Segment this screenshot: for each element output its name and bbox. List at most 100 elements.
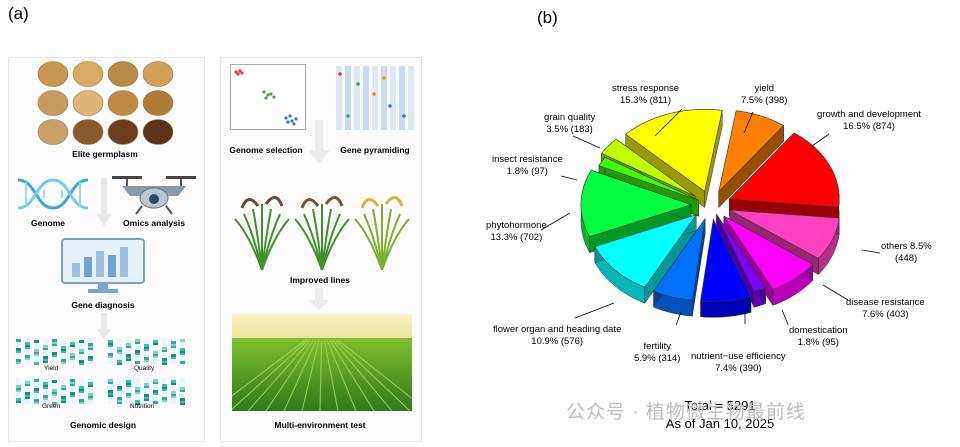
pie-label-insect-resistance: insect resistance 1.8% (97) xyxy=(492,154,563,177)
chromosome-band xyxy=(43,360,48,363)
seed-sample xyxy=(72,90,104,116)
seed-sample xyxy=(72,119,104,145)
scatter-point xyxy=(264,96,268,100)
pie-label-nutrient-use-efficiency: nutrient−use efficiency 7.4% (390) xyxy=(691,351,786,374)
chromosome-band xyxy=(70,381,75,384)
chromosome-band xyxy=(88,393,93,396)
chromosome-band xyxy=(43,382,48,385)
gene-track xyxy=(354,66,360,130)
scatter-point xyxy=(272,95,276,99)
scatter-point xyxy=(262,90,266,94)
chromosome-band xyxy=(171,391,176,394)
chromosome-band xyxy=(144,344,149,347)
pie-slice-top xyxy=(729,209,840,259)
pie-data-date: As of Jan 10, 2025 xyxy=(665,416,775,431)
chromosome-band xyxy=(16,339,21,342)
chromosome-band xyxy=(180,361,185,364)
pie-slice-top xyxy=(718,110,785,193)
chromosome-band xyxy=(108,392,113,395)
chromosome-band xyxy=(52,352,57,355)
chromosome-band xyxy=(162,399,167,402)
chromosome-band xyxy=(25,392,30,395)
chromosome-band xyxy=(162,386,167,389)
chromosome-band xyxy=(126,358,131,361)
chromosome-band xyxy=(70,355,75,358)
chromosome-band xyxy=(79,390,84,393)
chromosome-band xyxy=(16,398,21,401)
seed-sample xyxy=(37,61,69,87)
chromosome-band xyxy=(108,340,113,343)
chromosome-band xyxy=(79,362,84,365)
field-row xyxy=(329,339,375,411)
chromosome-band xyxy=(171,354,176,357)
chromosome-band xyxy=(180,402,185,405)
pie-slice-top xyxy=(723,215,814,290)
trait-label-quality: Quality xyxy=(134,365,155,372)
chromosome-band xyxy=(144,394,149,397)
seed-sample xyxy=(37,119,69,145)
chromosome-band xyxy=(70,379,75,382)
chromosome-band xyxy=(117,401,122,404)
chromosome-band xyxy=(70,394,75,397)
chromosome-band xyxy=(108,353,113,356)
scatter-point xyxy=(238,69,242,73)
pie-label-phytohormone: phytohormone 13.3% (702) xyxy=(486,220,547,243)
chromosome xyxy=(108,338,113,364)
chromosome-band xyxy=(34,379,39,382)
pie-label-others: others 8.5% (448) xyxy=(881,241,932,264)
field-row xyxy=(301,339,320,411)
chromosome-band xyxy=(16,389,21,392)
chromosome-band xyxy=(16,387,21,390)
scatter-point xyxy=(269,92,273,96)
chromosome-band xyxy=(108,342,113,345)
pie-total-count: Total = 5291 xyxy=(684,398,756,413)
chromosome-band xyxy=(135,391,140,394)
chromosome xyxy=(70,378,75,404)
field-row xyxy=(232,339,306,397)
chromosome-band xyxy=(43,397,48,400)
chromosome-band xyxy=(52,339,57,342)
chromosome xyxy=(52,338,57,364)
chromosome-band xyxy=(25,381,30,384)
chromosome xyxy=(25,378,30,404)
pie-slice xyxy=(718,110,785,209)
gene-marker xyxy=(372,92,376,96)
pie-label-grain-quality: grain quality 3.5% (183) xyxy=(544,112,596,135)
drone-icon xyxy=(112,176,196,215)
chromosome-band xyxy=(126,393,131,396)
chromosome-band xyxy=(144,383,149,386)
chromosome-band xyxy=(61,348,66,351)
chromosome-band xyxy=(79,401,84,404)
chromosome-band xyxy=(79,340,84,343)
gene-track xyxy=(345,66,351,130)
field-row xyxy=(232,339,309,410)
chromosome-band xyxy=(61,400,66,403)
chromosome-band xyxy=(126,384,131,387)
rice-plants-illustration xyxy=(234,196,410,270)
chromosome-band xyxy=(43,358,48,361)
field-row xyxy=(326,339,357,411)
rice-leaf xyxy=(321,218,350,270)
chromosome-band xyxy=(43,386,48,389)
seed-sample xyxy=(142,90,174,116)
chromosome xyxy=(88,378,93,404)
scatter-point xyxy=(284,116,288,120)
chromosome-band xyxy=(162,358,167,361)
chromosome-band xyxy=(135,387,140,390)
chromosome-band xyxy=(61,350,66,353)
caption-genomic-design: Genomic design xyxy=(69,420,137,430)
chromosome-band xyxy=(34,388,39,391)
scatter-point xyxy=(234,70,238,74)
chromosome-band xyxy=(52,343,57,346)
chromosome-band xyxy=(126,380,131,383)
chromosome-band xyxy=(135,352,140,355)
chromosome-band xyxy=(88,345,93,348)
chromosome-band xyxy=(88,343,93,346)
chromosome-band xyxy=(43,345,48,348)
rice-field-illustration xyxy=(232,314,412,411)
chromosome-band xyxy=(25,357,30,360)
pie-slice xyxy=(594,213,698,304)
chromosome-band xyxy=(70,392,75,395)
seed-sample xyxy=(142,61,174,87)
chromosome-band xyxy=(25,355,30,358)
